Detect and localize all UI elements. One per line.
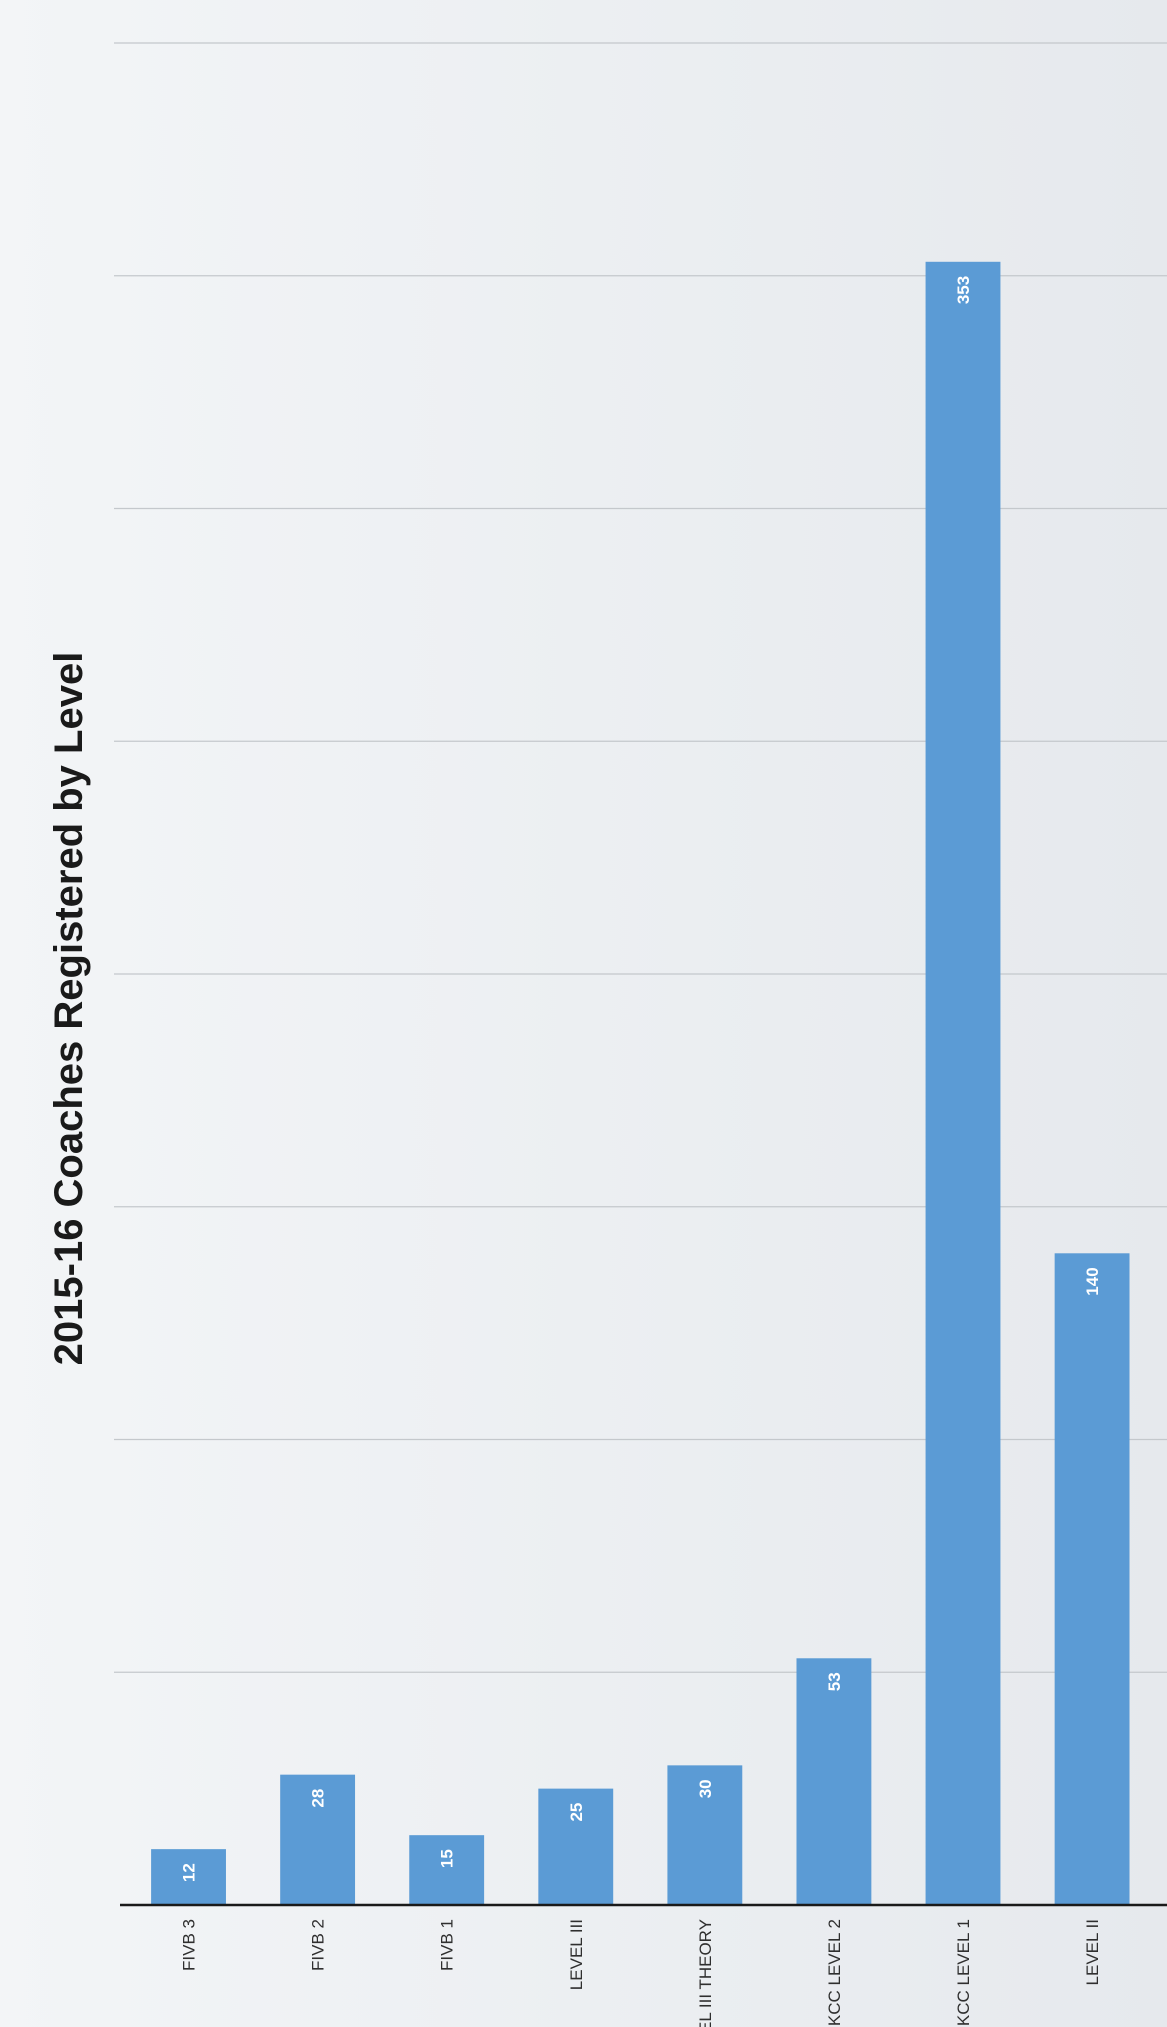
category-label: LEVEL III THEORY [696,1919,715,2027]
bar [796,1658,872,1905]
bar [1054,1253,1130,1905]
data-label: 25 [567,1803,586,1822]
bar [151,1849,226,1905]
bar [409,1835,485,1905]
category-label: UKCC LEVEL 1 [954,1919,973,2027]
category-label: FIVB 1 [438,1919,457,1971]
bar [925,261,1001,1905]
bar [280,1774,356,1905]
data-label: 140 [1083,1267,1102,1295]
bars [151,261,1130,1905]
data-label: 53 [825,1672,844,1691]
chart-title: 2015-16 Coaches Registered by Level [47,652,91,1366]
data-label: 353 [954,276,973,304]
data-label: 28 [309,1789,328,1808]
category-label: UKCC LEVEL 2 [825,1919,844,2027]
data-label: 12 [180,1863,199,1882]
category-label: LEVEL III [567,1919,586,1990]
category-label: FIVB 3 [180,1919,199,1971]
category-label: LEVEL II [1083,1919,1102,1985]
category-label: FIVB 2 [309,1919,328,1971]
bar [538,1788,614,1905]
data-label: 15 [438,1849,457,1868]
gridlines [114,42,1167,1673]
data-label: 30 [696,1779,715,1798]
bar [667,1765,743,1905]
